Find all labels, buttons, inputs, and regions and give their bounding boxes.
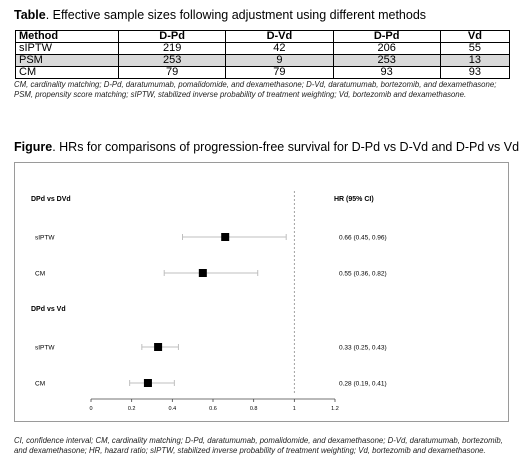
- hr-point-marker: [143, 379, 152, 387]
- figure-footnote: CI, confidence interval; CM, cardinality…: [14, 436, 503, 455]
- table-row: PSM 253 9 253 13: [15, 54, 511, 67]
- forest-plot: HR (95% CI) DPd vs DVd sIPTW 0.66 (0.45, 0.…: [31, 191, 387, 412]
- hr-value-label: 0.55 (0.36, 0.82): [339, 271, 387, 278]
- column-header: D-Pd: [117, 30, 227, 43]
- column-header: D-Vd: [225, 30, 334, 43]
- table-header-row: Method D-Pd D-Vd D-Pd Vd: [15, 30, 511, 43]
- x-axis-tick-label: 0.8: [250, 406, 258, 412]
- table-cell: 55: [439, 42, 511, 55]
- figure-title: Figure. HRs for comparisons of progressi…: [14, 140, 519, 154]
- table-cell: 79: [225, 66, 334, 79]
- table-cell: sIPTW: [15, 42, 119, 55]
- hr-point-marker: [154, 343, 163, 351]
- group-label: DPd vs DVd: [31, 196, 71, 203]
- hr-value-label: 0.33 (0.25, 0.43): [339, 345, 387, 352]
- column-header: Method: [15, 30, 119, 43]
- hr-value-label: 0.66 (0.45, 0.96): [339, 235, 387, 242]
- table-label: Table: [14, 8, 46, 22]
- hr-column-header: HR (95% CI): [334, 196, 374, 203]
- method-label: CM: [35, 271, 45, 278]
- table-cell: 253: [117, 54, 227, 67]
- table-cell: 13: [439, 54, 511, 67]
- forest-plot-frame: HR (95% CI) DPd vs DVd sIPTW 0.66 (0.45, 0.…: [14, 162, 509, 422]
- sample-size-table: Method D-Pd D-Vd D-Pd Vd sIPTW 219 42 20…: [15, 30, 511, 79]
- x-axis-tick-label: 0: [89, 406, 92, 412]
- table-title: Table. Effective sample sizes following …: [14, 8, 426, 22]
- method-label: CM: [35, 381, 45, 388]
- x-axis-tick-label: 0.4: [169, 406, 177, 412]
- table-row: sIPTW 219 42 206 55: [15, 42, 511, 55]
- table-cell: 9: [225, 54, 334, 67]
- table-cell: 79: [117, 66, 227, 79]
- hr-point-marker: [221, 233, 230, 241]
- column-header: Vd: [439, 30, 511, 43]
- table-row: CM 79 79 93 93: [15, 66, 511, 79]
- figure-label: Figure: [14, 140, 53, 154]
- figure-caption: . HRs for comparisons of progression-fre…: [52, 140, 520, 154]
- group-label: DPd vs Vd: [31, 306, 66, 313]
- x-axis-tick-label: 1: [293, 406, 296, 412]
- table-cell: 253: [332, 54, 441, 67]
- x-axis-tick-label: 1.2: [331, 406, 339, 412]
- hr-point-marker: [198, 269, 207, 277]
- x-axis-tick-label: 0.6: [209, 406, 217, 412]
- table-cell: PSM: [15, 54, 119, 67]
- table-cell: 93: [439, 66, 511, 79]
- method-label: sIPTW: [35, 235, 55, 242]
- table-cell: 219: [117, 42, 227, 55]
- table-cell: CM: [15, 66, 119, 79]
- table-cell: 93: [332, 66, 441, 79]
- column-header: D-Pd: [332, 30, 441, 43]
- table-caption: . Effective sample sizes following adjus…: [45, 8, 427, 22]
- table-cell: 206: [332, 42, 441, 55]
- table-cell: 42: [225, 42, 334, 55]
- x-axis-tick-label: 0.2: [128, 406, 136, 412]
- table-footnote: CM, cardinality matching; D-Pd, daratumu…: [14, 80, 497, 99]
- method-label: sIPTW: [35, 345, 55, 352]
- hr-value-label: 0.28 (0.19, 0.41): [339, 381, 387, 388]
